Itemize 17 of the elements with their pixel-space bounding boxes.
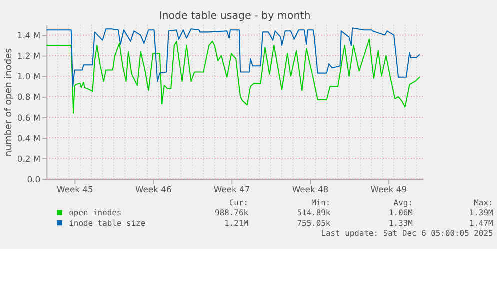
y-tick-label: 0.8 M bbox=[17, 92, 41, 102]
y-tick-label: 0.0 bbox=[27, 174, 41, 184]
x-tick-label: Week 48 bbox=[292, 184, 329, 195]
y-tick-label: 0.2 M bbox=[17, 154, 41, 164]
y-tick-label: 1.2 M bbox=[17, 51, 41, 62]
chart-title: Inode table usage - by month bbox=[159, 10, 311, 22]
x-tick-label: Week 47 bbox=[214, 184, 250, 195]
x-tick-label: Week 49 bbox=[370, 184, 408, 195]
x-tick-label: Week 45 bbox=[57, 184, 94, 195]
y-tick-label: 1.0 M bbox=[17, 72, 41, 82]
y-tick-label: 1.4 M bbox=[17, 30, 41, 41]
line-series bbox=[46, 38, 420, 114]
x-tick-label: Week 46 bbox=[135, 184, 172, 195]
y-axis-title: number of open inodes bbox=[4, 48, 15, 157]
line-series bbox=[46, 28, 420, 88]
y-tick-label: 0.6 M bbox=[17, 112, 41, 123]
y-tick-label: 0.4 M bbox=[17, 133, 41, 144]
